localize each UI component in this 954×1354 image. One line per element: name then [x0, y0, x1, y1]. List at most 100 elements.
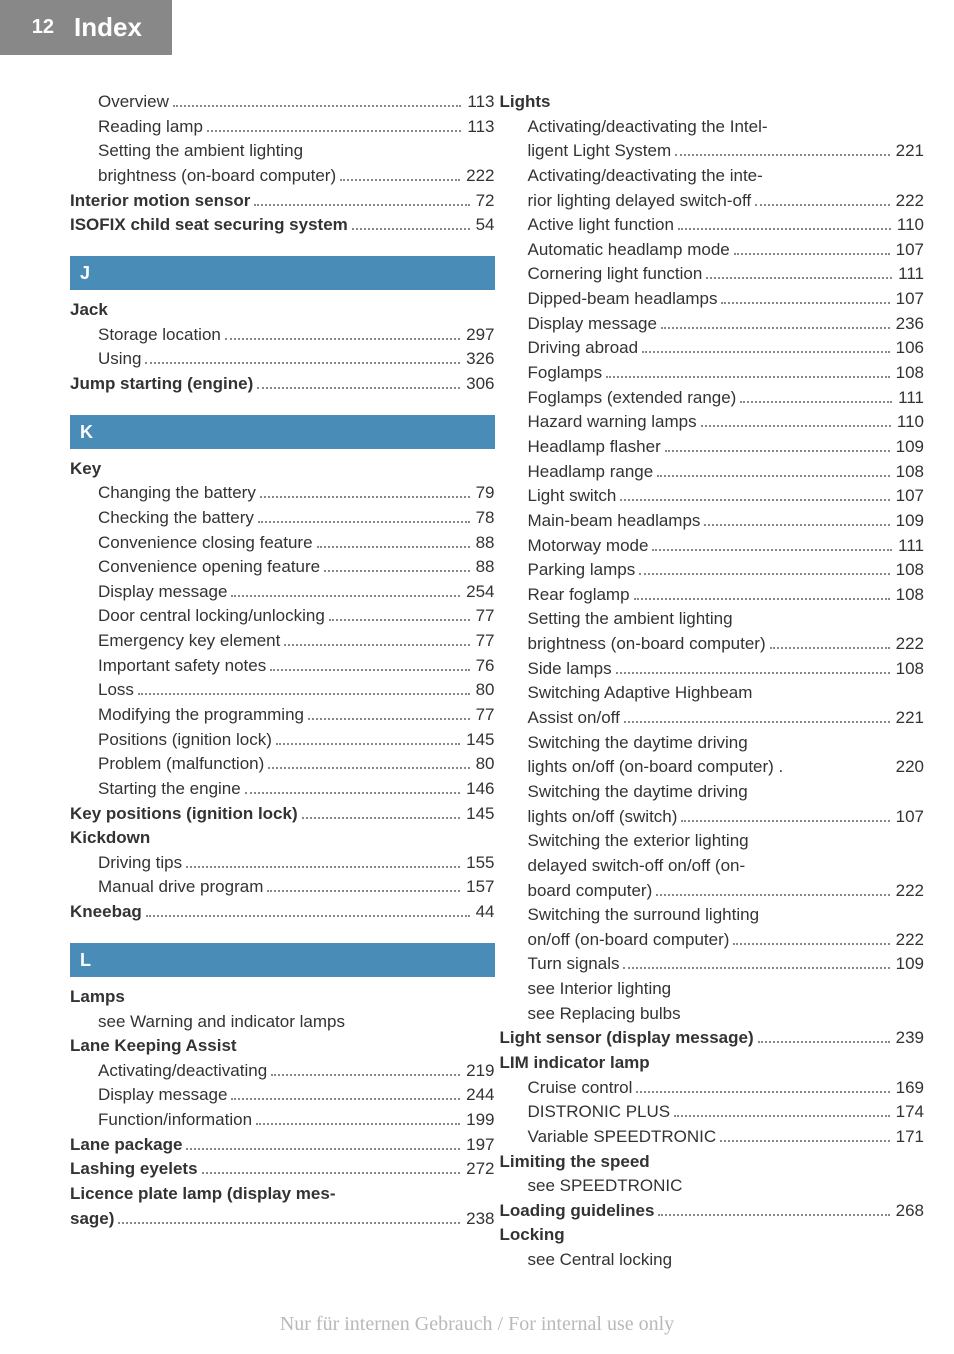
entry-page: 222	[894, 928, 924, 953]
entry-label: Lane Keeping Assist	[70, 1036, 237, 1055]
entry-label: Display message	[528, 312, 657, 337]
entry-label: lights on/off (on-board computer) .	[528, 755, 784, 780]
entry-page: 272	[464, 1157, 494, 1182]
entry-page: 239	[894, 1026, 924, 1051]
dots-leader	[173, 105, 462, 107]
index-entry: Function/information199	[70, 1108, 495, 1133]
entry-label: Variable SPEEDTRONIC	[528, 1125, 717, 1150]
entry-label: Foglamps (extended range)	[528, 386, 737, 411]
entry-label: Switching the daytime driving	[528, 782, 748, 801]
entry-page: 79	[474, 481, 495, 506]
entry-page: 174	[894, 1100, 924, 1125]
entry-page: 107	[894, 287, 924, 312]
index-entry: Motorway mode 111	[500, 534, 925, 559]
dots-leader	[623, 967, 889, 969]
entry-label: Kickdown	[70, 828, 150, 847]
entry-page: 268	[894, 1199, 924, 1224]
entry-page: 254	[464, 580, 494, 605]
index-entry: Dipped-beam headlamps107	[500, 287, 925, 312]
entry-page: 220	[894, 755, 924, 780]
entry-page: 221	[894, 139, 924, 164]
entry-label: Motorway mode	[528, 534, 649, 559]
index-entry: Overview113	[70, 90, 495, 115]
entry-page: 107	[894, 805, 924, 830]
entry-page: 113	[465, 90, 494, 115]
index-entry: Jump starting (engine)306	[70, 372, 495, 397]
dots-leader	[639, 573, 889, 575]
dots-leader	[634, 598, 890, 600]
entry-label: Driving abroad	[528, 336, 639, 361]
dots-leader	[755, 204, 889, 206]
index-entry: sage)238	[70, 1207, 495, 1232]
entry-label: Starting the engine	[98, 777, 241, 802]
entry-label: Turn signals	[528, 952, 620, 977]
index-entry: Driving abroad106	[500, 336, 925, 361]
index-entry: Side lamps108	[500, 657, 925, 682]
entry-label: Driving tips	[98, 851, 182, 876]
dots-leader	[276, 743, 460, 745]
dots-leader	[308, 718, 470, 720]
index-entry: Foglamps108	[500, 361, 925, 386]
entry-page: 77	[474, 629, 495, 654]
index-entry: Hazard warning lamps 110	[500, 410, 925, 435]
index-entry: Lane package197	[70, 1133, 495, 1158]
index-entry: Display message 236	[500, 312, 925, 337]
index-entry: Turn signals 109	[500, 952, 925, 977]
entry-page: 108	[894, 460, 924, 485]
dots-leader	[207, 130, 461, 132]
entry-page: 236	[894, 312, 924, 337]
dots-leader	[624, 721, 890, 723]
index-entry: lights on/off (on-board computer) . 220	[500, 755, 925, 780]
index-entry: Cornering light function111	[500, 262, 925, 287]
entry-label: see Central locking	[528, 1250, 673, 1269]
entry-label: Foglamps	[528, 361, 603, 386]
entry-label: Headlamp range	[528, 460, 654, 485]
entry-page: 108	[894, 558, 924, 583]
entry-page: 76	[474, 654, 495, 679]
entry-page: 157	[464, 875, 494, 900]
dots-leader	[302, 817, 461, 819]
section-k-header: K	[70, 415, 495, 449]
index-entry: board computer)222	[500, 879, 925, 904]
entry-page: 109	[894, 952, 924, 977]
entry-page: 110	[895, 410, 924, 435]
dots-leader	[740, 401, 892, 403]
index-entry: see Central locking	[500, 1248, 925, 1273]
dots-leader	[267, 890, 460, 892]
index-entry: Kickdown	[70, 826, 495, 851]
entry-label: lights on/off (switch)	[528, 805, 678, 830]
dots-leader	[678, 228, 891, 230]
entry-label: Side lamps	[528, 657, 612, 682]
index-entry: Switching the exterior lighting	[500, 829, 925, 854]
entry-label: sage)	[70, 1207, 114, 1232]
index-entry: Foglamps (extended range)111	[500, 386, 925, 411]
entry-page: 109	[894, 509, 924, 534]
entry-label: Checking the battery	[98, 506, 254, 531]
entry-label: Modifying the programming	[98, 703, 304, 728]
entry-label: Hazard warning lamps	[528, 410, 697, 435]
dots-leader	[758, 1041, 890, 1043]
dots-leader	[616, 672, 890, 674]
entry-label: Switching Adaptive Highbeam	[528, 683, 753, 702]
entry-label: Activating/deactivating the Intel-	[528, 117, 768, 136]
entry-label: Limiting the speed	[500, 1152, 650, 1171]
dots-leader	[681, 820, 889, 822]
index-entry: see Warning and indicator lamps	[70, 1010, 495, 1035]
index-entry: Problem (malfunction)80	[70, 752, 495, 777]
entry-page: 111	[896, 534, 924, 559]
entry-page: 221	[894, 706, 924, 731]
index-entry: Switching the daytime driving	[500, 731, 925, 756]
index-entry: Loss80	[70, 678, 495, 703]
entry-label: DISTRONIC PLUS	[528, 1100, 671, 1125]
index-entry: Key positions (ignition lock)145	[70, 802, 495, 827]
dots-leader	[231, 1098, 460, 1100]
index-entry: Lashing eyelets272	[70, 1157, 495, 1182]
header-bar: 12 Index	[6, 0, 172, 55]
index-entry: Activating/deactivating the Intel-	[500, 115, 925, 140]
index-entry: see Interior lighting	[500, 977, 925, 1002]
entry-label: Emergency key element	[98, 629, 280, 654]
lights-header: Lights	[500, 90, 925, 115]
index-entry: Licence plate lamp (display mes-	[70, 1182, 495, 1207]
index-entry: Lane Keeping Assist	[70, 1034, 495, 1059]
index-entry: Storage location297	[70, 323, 495, 348]
